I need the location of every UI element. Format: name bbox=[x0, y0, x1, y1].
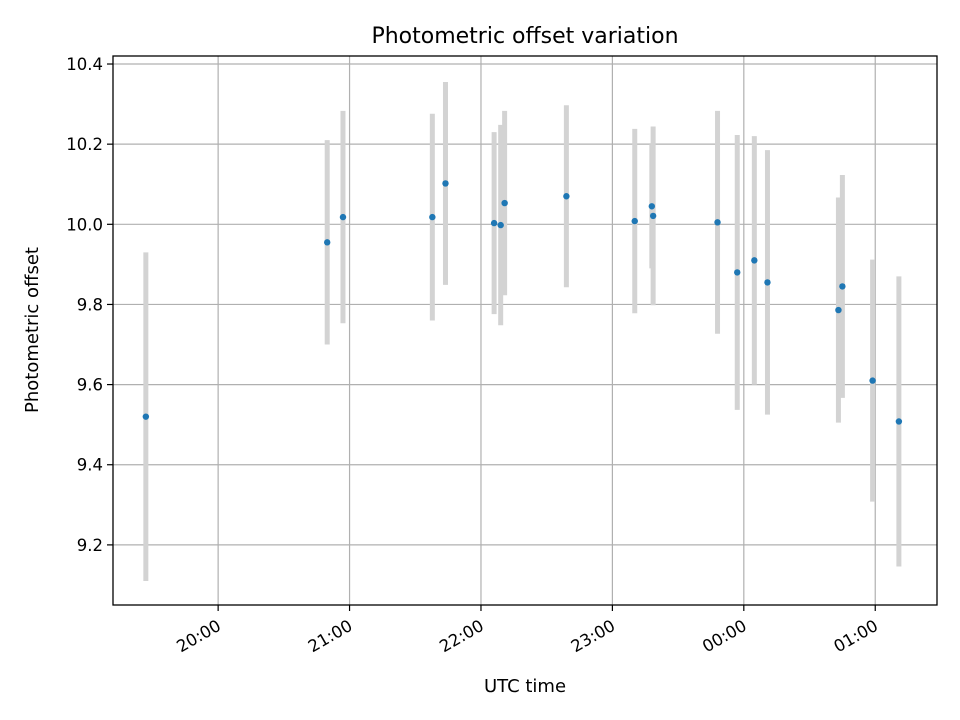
ticks: 20:00 21:00 22:00 23:00 00:00 01:00 9.2 9.4 9.6 9… bbox=[66, 55, 881, 656]
data-point-6 bbox=[497, 221, 504, 229]
data-point-13 bbox=[734, 269, 741, 276]
data-point-19 bbox=[895, 418, 903, 425]
error-bars bbox=[143, 82, 902, 581]
grid bbox=[113, 56, 937, 605]
data-point-7 bbox=[501, 199, 508, 207]
y-tick-label-3: 9.8 bbox=[77, 295, 103, 314]
data-point-4 bbox=[442, 180, 449, 187]
data-points bbox=[142, 180, 903, 425]
y-tick-label-0: 9.2 bbox=[77, 536, 103, 555]
data-point-18 bbox=[869, 377, 876, 384]
x-tick-label-0: 20:00 bbox=[173, 616, 224, 656]
data-point-5 bbox=[490, 219, 498, 227]
x-tick-label-5: 01:00 bbox=[831, 616, 882, 656]
x-tick-label-2: 22:00 bbox=[436, 616, 487, 656]
y-tick-label-5: 10.2 bbox=[66, 135, 103, 154]
data-point-14 bbox=[751, 257, 758, 264]
x-tick-label-4: 00:00 bbox=[699, 616, 750, 656]
data-point-1 bbox=[324, 239, 331, 246]
y-tick-label-6: 10.4 bbox=[66, 55, 103, 74]
y-tick-label-1: 9.4 bbox=[77, 456, 103, 475]
data-point-11 bbox=[649, 212, 657, 220]
data-point-10 bbox=[648, 203, 656, 210]
x-axis-label: UTC time bbox=[484, 676, 566, 697]
x-tick-label-1: 21:00 bbox=[305, 616, 356, 656]
data-point-0 bbox=[142, 413, 150, 420]
chart-title: Photometric offset variation bbox=[371, 24, 678, 49]
data-point-16 bbox=[835, 306, 842, 314]
y-axis-label: Photometric offset bbox=[22, 247, 43, 413]
data-point-2 bbox=[339, 213, 347, 221]
data-point-15 bbox=[764, 279, 771, 286]
data-point-9 bbox=[631, 217, 638, 225]
data-point-12 bbox=[714, 219, 721, 226]
plot-frame bbox=[112, 55, 938, 606]
data-point-3 bbox=[429, 213, 436, 221]
y-tick-label-2: 9.6 bbox=[77, 376, 103, 395]
y-tick-label-4: 10.0 bbox=[66, 215, 103, 234]
data-point-17 bbox=[839, 283, 846, 290]
x-tick-label-3: 23:00 bbox=[568, 616, 619, 656]
data-point-8 bbox=[563, 193, 570, 200]
